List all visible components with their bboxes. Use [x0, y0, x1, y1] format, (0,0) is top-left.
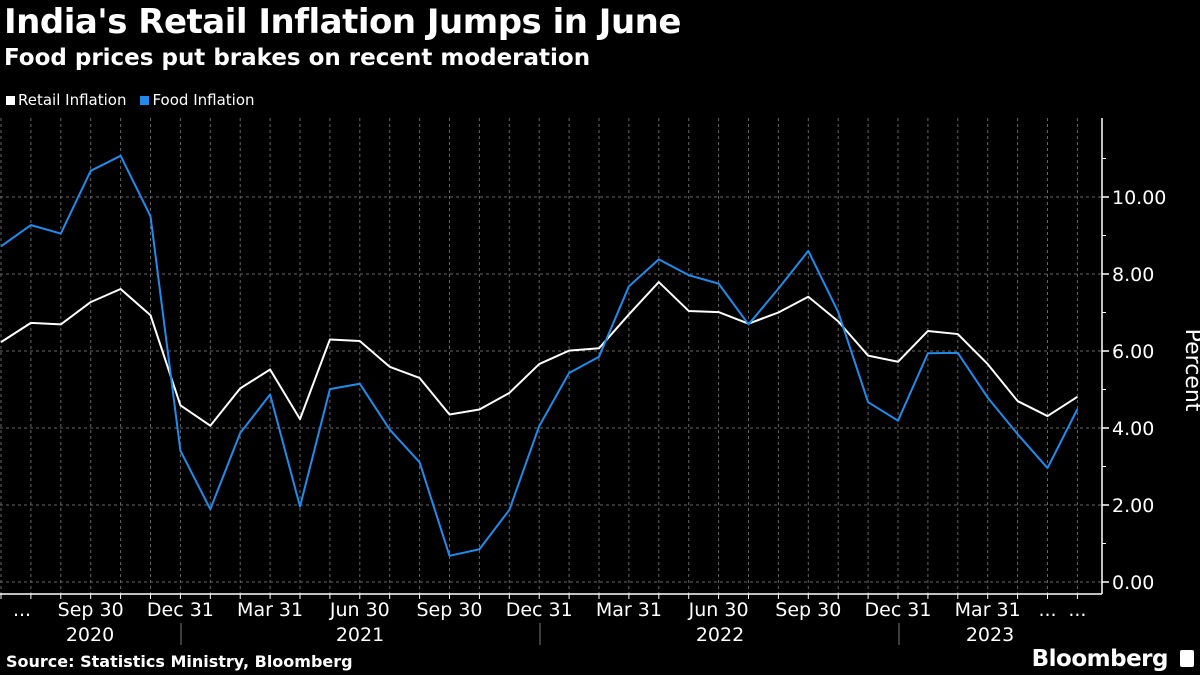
legend-item-retail: Retail Inflation — [6, 91, 126, 109]
y-tick-label: 10.00 — [1112, 187, 1166, 209]
y-tick-label: 4.00 — [1112, 418, 1154, 440]
x-tick-label: ... — [1038, 599, 1056, 621]
legend-label-food: Food Inflation — [152, 91, 255, 109]
legend-label-retail: Retail Inflation — [18, 91, 127, 109]
y-axis-label: Percent — [1180, 329, 1200, 412]
bloomberg-logo: Bloomberg — [1031, 646, 1169, 672]
bloomberg-chart-icon — [1180, 650, 1194, 667]
x-tick-label: ... — [13, 599, 31, 621]
y-tick-label: 0.00 — [1112, 572, 1154, 594]
x-tick-label: Sep 30 — [775, 599, 841, 621]
x-tick-label: Sep 30 — [58, 599, 124, 621]
y-tick-label: 6.00 — [1112, 341, 1154, 363]
y-tick-label: 2.00 — [1112, 495, 1154, 517]
x-tick-label: Mar 31 — [596, 599, 662, 621]
x-year-label: 2021 — [336, 624, 384, 646]
food-inflation-line — [0, 154, 1079, 557]
chart-subtitle: Food prices put brakes on recent moderat… — [4, 45, 591, 71]
legend-swatch-retail — [6, 96, 15, 105]
retail-inflation-line — [0, 281, 1078, 427]
legend-swatch-food — [140, 96, 150, 105]
x-tick-label: Mar 31 — [237, 599, 303, 621]
x-tick-label: Dec 31 — [865, 599, 932, 621]
x-year-label: 2022 — [696, 624, 744, 646]
x-tick-label: Mar 31 — [955, 599, 1021, 621]
x-tick-label: Sep 30 — [416, 599, 482, 621]
x-tick-label: ... — [1068, 599, 1086, 621]
x-tick-label: Dec 31 — [506, 599, 573, 621]
chart-title: India's Retail Inflation Jumps in June — [4, 2, 681, 42]
x-tick-label: Jun 30 — [688, 599, 749, 621]
legend: Retail Inflation Food Inflation — [6, 91, 255, 109]
x-year-label: 2020 — [66, 624, 114, 646]
legend-item-food: Food Inflation — [140, 91, 255, 109]
y-tick-label: 8.00 — [1112, 264, 1154, 286]
source-note: Source: Statistics Ministry, Bloomberg — [6, 652, 353, 671]
x-tick-label: Jun 30 — [329, 599, 390, 621]
x-tick-label: Dec 31 — [147, 599, 214, 621]
x-year-label: 2023 — [966, 624, 1014, 646]
